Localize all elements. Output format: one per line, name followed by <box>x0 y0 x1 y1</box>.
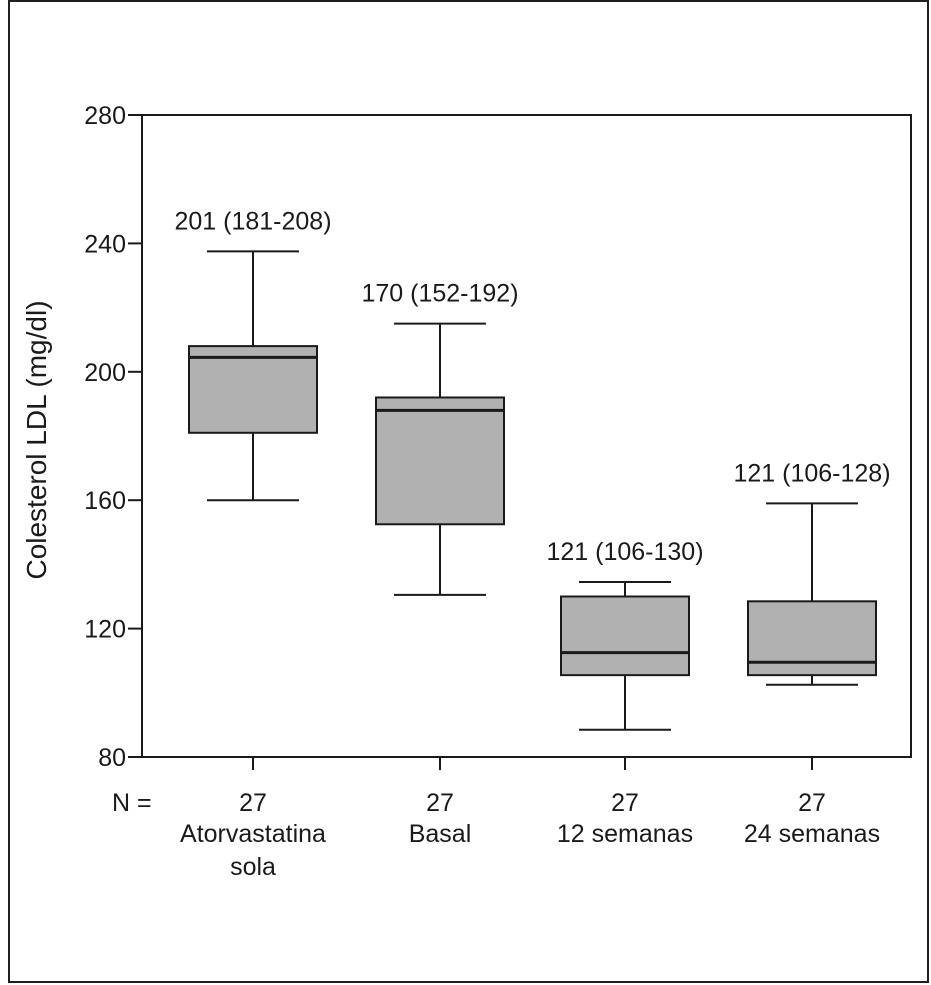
box-annotation: 121 (106-128) <box>733 459 890 487</box>
category-label: 12 semanas <box>556 820 694 848</box>
category-label: Atorvastatina <box>180 820 326 848</box>
y-tick-label: 240 <box>84 230 126 258</box>
plot-frame <box>141 114 912 758</box>
box-annotation: 170 (152-192) <box>361 280 518 308</box>
n-value: 27 <box>798 789 826 817</box>
category-label: 24 semanas <box>743 820 881 848</box>
n-value: 27 <box>239 789 267 817</box>
y-tick-label: 80 <box>98 744 126 772</box>
category-label: sola <box>230 853 276 881</box>
box <box>747 600 877 677</box>
box-annotation: 121 (106-130) <box>546 538 703 566</box>
box <box>188 345 318 434</box>
y-tick-label: 280 <box>84 102 126 130</box>
box <box>375 396 505 526</box>
y-tick-label: 200 <box>84 359 126 387</box>
category-label: Basal <box>408 820 472 848</box>
box <box>560 595 690 677</box>
box-annotation: 201 (181-208) <box>174 207 331 235</box>
n-value: 27 <box>426 789 454 817</box>
n-row-label: N = <box>112 789 152 817</box>
n-value: 27 <box>611 789 639 817</box>
y-tick-label: 120 <box>84 616 126 644</box>
y-tick-label: 160 <box>84 487 126 515</box>
y-axis-title: Colesterol LDL (mg/dl) <box>21 300 52 580</box>
